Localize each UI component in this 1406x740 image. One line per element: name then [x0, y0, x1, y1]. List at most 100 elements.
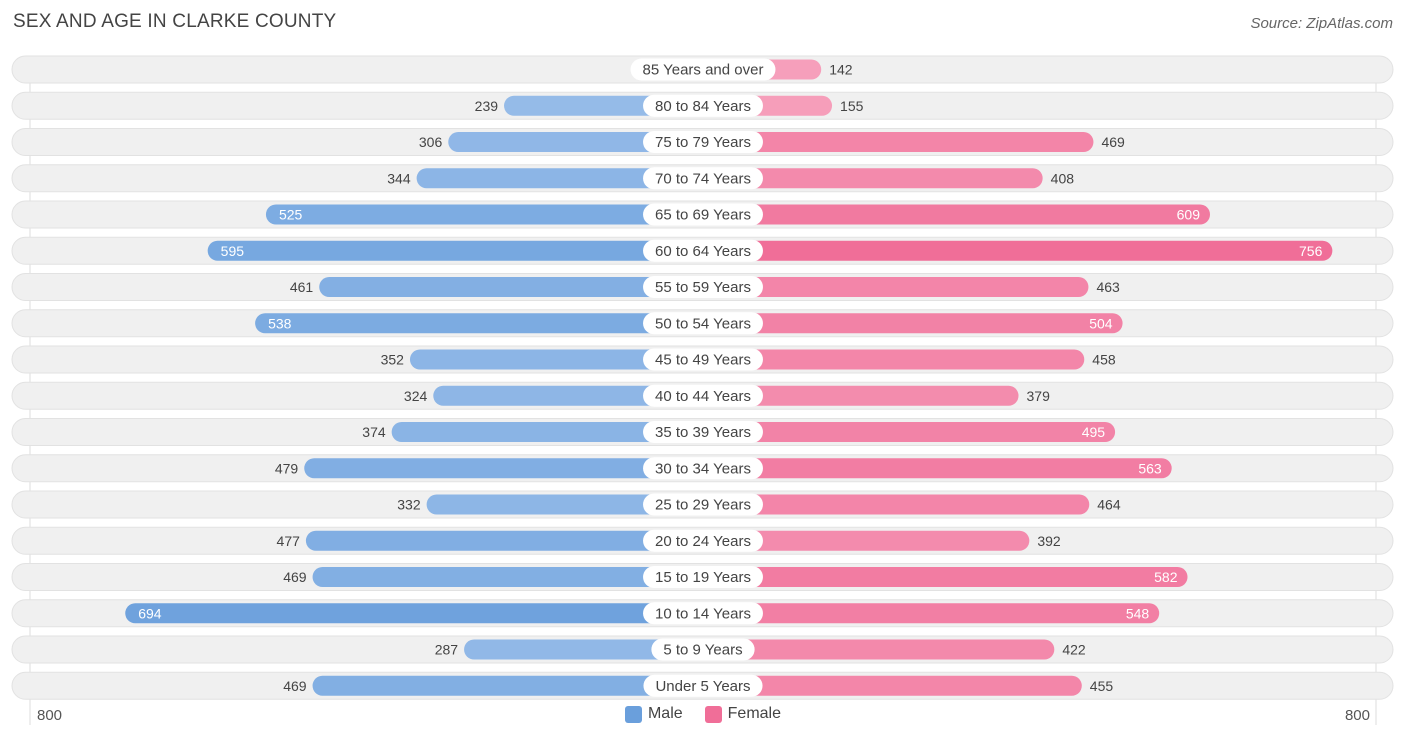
category-label: 55 to 59 Years: [655, 279, 751, 296]
category-label: 25 to 29 Years: [655, 497, 751, 514]
axis-label-left: 800: [37, 707, 63, 724]
row-1: 239 155 80 to 84 Years: [11, 91, 1394, 120]
female-value-label: 756: [1299, 243, 1323, 259]
male-value-label: 352: [381, 352, 405, 368]
female-bar: [703, 567, 1188, 587]
female-value-label: 469: [1101, 134, 1125, 150]
row-6: 461 463 55 to 59 Years: [11, 273, 1394, 301]
male-value-label: 239: [475, 98, 499, 114]
legend-swatch-male: [624, 705, 642, 723]
male-bar: [305, 530, 703, 551]
category-pill: [643, 493, 763, 516]
male-bar: [448, 132, 703, 152]
male-bar: [416, 168, 703, 189]
row-15: 694 548 10 to 14 Years: [11, 599, 1394, 628]
male-bar: [319, 277, 703, 297]
female-value-label: 155: [840, 98, 864, 114]
category-pill: [643, 384, 763, 407]
category-label: 15 to 19 Years: [655, 569, 751, 586]
male-value-label: 461: [290, 279, 314, 295]
axis-label-right: 800: [1344, 707, 1370, 724]
female-bar: [703, 168, 1043, 189]
female-bar: [703, 422, 1116, 442]
category-label: 10 to 14 Years: [655, 605, 751, 622]
female-bar: [703, 494, 1090, 515]
female-value-label: 504: [1089, 315, 1113, 331]
legend-swatch-female: [704, 705, 722, 723]
category-pill: [643, 239, 763, 262]
row-14: 469 582 15 to 19 Years: [11, 563, 1394, 591]
category-label: 80 to 84 Years: [655, 98, 751, 115]
female-value-label: 458: [1092, 352, 1116, 368]
category-pill: [643, 457, 763, 480]
male-value-label: 479: [275, 460, 299, 476]
female-bar: [703, 530, 1030, 551]
female-bar: [703, 603, 1160, 624]
category-label: 50 to 54 Years: [655, 315, 751, 332]
male-value-label: 477: [277, 533, 301, 549]
category-pill: [643, 529, 763, 552]
male-bar: [391, 422, 703, 442]
female-value-label: 464: [1097, 497, 1121, 513]
row-16: 287 422 5 to 9 Years: [11, 635, 1394, 664]
legend-item-female: Female: [704, 705, 781, 723]
category-label: 65 to 69 Years: [655, 207, 751, 224]
male-bar: [255, 313, 704, 334]
female-bar: [703, 277, 1089, 297]
female-value-label: 463: [1096, 279, 1120, 295]
category-pill: [651, 638, 755, 661]
category-label: 5 to 9 Years: [663, 642, 742, 659]
category-pill: [643, 203, 763, 226]
legend-item-male: Male: [624, 705, 683, 723]
category-pill: [643, 566, 763, 588]
category-label: 30 to 34 Years: [655, 460, 751, 477]
female-value-label: 563: [1138, 460, 1162, 476]
male-value-label: 538: [268, 315, 292, 331]
female-bar: [703, 132, 1094, 152]
female-bar: [703, 204, 1210, 225]
row-5: 595 756 60 to 64 Years: [11, 236, 1394, 265]
female-value-label: 142: [829, 62, 853, 78]
female-value-label: 582: [1154, 569, 1178, 585]
category-label: 20 to 24 Years: [655, 533, 751, 550]
female-bar: [703, 675, 1082, 696]
female-bar: [703, 385, 1019, 406]
female-bar: [703, 240, 1333, 261]
row-0: 2414285 Years and over: [11, 55, 1394, 84]
category-pill: [643, 674, 763, 697]
male-value-label: 332: [397, 497, 421, 513]
row-8: 352 458 45 to 49 Years: [11, 345, 1394, 374]
category-pill: [643, 348, 763, 371]
male-bar: [265, 204, 703, 225]
category-label: 60 to 64 Years: [655, 243, 751, 260]
category-label: 85 Years and over: [643, 62, 764, 79]
female-value-label: 422: [1062, 642, 1086, 658]
male-bar: [426, 494, 703, 515]
female-bar: [703, 313, 1123, 334]
male-bar: [312, 675, 703, 696]
male-value-label: 306: [419, 134, 443, 150]
male-value-label: 595: [221, 243, 245, 259]
row-7: 538 504 50 to 54 Years: [11, 309, 1394, 338]
female-value-label: 609: [1177, 207, 1201, 223]
male-bar: [433, 385, 703, 406]
category-pill: [630, 58, 776, 81]
male-value-label: 287: [435, 642, 459, 658]
male-value-label: 469: [283, 678, 307, 694]
female-bar: [703, 349, 1085, 370]
row-3: 344 408 70 to 74 Years: [11, 164, 1394, 193]
category-label: 75 to 79 Years: [655, 134, 751, 151]
row-10: 374 495 35 to 39 Years: [11, 418, 1394, 446]
legend-label-male: Male: [647, 705, 683, 722]
row-2: 306 469 75 to 79 Years: [11, 128, 1394, 156]
category-label: 45 to 49 Years: [655, 352, 751, 369]
male-bar: [464, 639, 703, 660]
male-value-label: 374: [362, 424, 386, 440]
category-label: 35 to 39 Years: [655, 424, 751, 441]
female-value-label: 392: [1037, 533, 1061, 549]
female-value-label: 548: [1126, 605, 1150, 621]
row-9: 324 379 40 to 44 Years: [11, 381, 1394, 410]
female-value-label: 379: [1027, 388, 1051, 404]
row-17: 469 455 Under 5 Years: [11, 671, 1394, 700]
